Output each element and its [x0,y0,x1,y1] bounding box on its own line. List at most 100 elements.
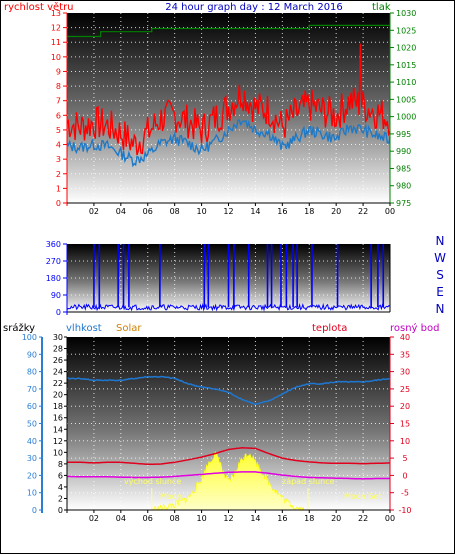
wind-speed-tick-label: 7 [56,97,61,106]
solar-label: Solar [116,323,142,334]
compass-label: N [436,234,445,248]
temperature-tick-label: 15 [400,420,410,429]
direction-tick-label: 270 [46,257,61,266]
wind-speed-tick-label: 8 [56,82,61,91]
humidity-tick-label: 18 [53,402,63,411]
rain-tick-label: 70 [27,385,37,394]
humidity-tick-label: 20 [53,391,63,400]
hour-tick-label: 22 [358,514,368,523]
rain-tick-label: 30 [27,454,37,463]
hour-tick-label: 18 [304,207,314,216]
hour-tick-label: 14 [250,207,260,216]
rain-tick-label: 0 [32,506,37,515]
temperature-tick-label: 5 [402,454,407,463]
hour-tick-label: 20 [331,207,341,216]
direction-tick-label: 90 [51,291,61,300]
temperature-series-line [67,446,391,466]
temperature-tick-label: 20 [400,402,410,411]
moon-annotation: Moon [160,492,182,501]
humidity-tick-label: 6 [58,471,63,480]
pressure-tick-label: 1030 [396,9,416,18]
direction-tick-label: 0 [56,308,61,317]
wind-speed-tick-label: 5 [56,126,61,135]
humidity-tick-label: 4 [58,483,63,492]
wind-speed-tick-label: 6 [56,111,61,120]
humidity-tick-label: 26 [53,356,63,365]
hour-tick-label: 22 [358,207,368,216]
sunrise-annotation: východ slunce [124,477,181,486]
wind-speed-tick-label: 2 [56,170,61,179]
humidity-tick-label: 0 [58,506,63,515]
humidity-label: vlhkost [66,323,102,334]
hour-tick-label: 00 [385,207,395,216]
compass-label: N [436,302,445,316]
hour-tick-label: 12 [223,514,233,523]
temperature-series [66,375,391,512]
pressure-tick-label: 1000 [396,113,416,122]
pressure-tick-label: 1020 [396,44,416,53]
hour-tick-label: 20 [331,514,341,523]
direction-tick-label: 360 [46,240,61,249]
gust-series-line [66,43,391,156]
hour-tick-label: 06 [143,514,153,523]
dew-point-series-line [66,471,390,480]
pressure-tick-label: 1010 [396,78,416,87]
temperature-tick-label: 25 [400,385,410,394]
wind-speed-tick-label: 11 [51,38,61,47]
pressure-tick-label: 975 [396,199,411,208]
moonset-annotation: Moon Set [344,492,381,501]
wind-pressure-series [66,24,391,168]
wind-speed-series-line [66,119,391,168]
wind-speed-tick-label: 1 [56,184,61,193]
rain-label: srážky [3,322,35,334]
hour-tick-label: 04 [116,207,126,216]
temperature-tick-label: 35 [400,350,410,359]
rain-tick-label: 40 [27,437,37,446]
wind-speed-tick-label: 0 [56,199,61,208]
pressure-tick-label: 1015 [396,61,416,70]
solar-area [152,450,305,512]
compass-label: E [436,285,444,299]
hour-tick-label: 10 [196,207,206,216]
temperature-tick-label: -5 [401,489,409,498]
sunset-annotation: západ slunce [282,477,335,486]
humidity-tick-label: 2 [58,494,63,503]
temperature-label: teplota [312,323,347,334]
hour-tick-label: 16 [277,514,287,523]
humidity-tick-label: 8 [58,460,63,469]
humidity-tick-label: 12 [53,437,63,446]
humidity-series-line [66,375,391,405]
pressure-tick-label: 980 [396,182,411,191]
humidity-tick-label: 10 [53,448,63,457]
hour-tick-label: 08 [170,514,180,523]
wind-speed-tick-label: 12 [51,24,61,33]
wind-direction-series [66,244,391,312]
wind-speed-tick-label: 13 [51,9,61,18]
humidity-tick-label: 24 [53,368,63,377]
humidity-tick-label: 30 [53,333,63,342]
hour-tick-label: 18 [304,514,314,523]
hour-tick-label: 02 [89,514,99,523]
temperature-tick-label: 30 [400,368,410,377]
humidity-tick-label: 14 [53,425,63,434]
compass-label: W [434,251,446,265]
pressure-series-line [67,24,390,38]
rain-tick-label: 50 [27,420,37,429]
wind-pressure-axes: 0123456789101112139759809859909951000100… [51,9,417,216]
humidity-tick-label: 22 [53,379,63,388]
pressure-label: tlak [372,2,391,13]
hour-tick-label: 08 [170,207,180,216]
chart-title: 24 hour graph day : 12 March 2016 [165,2,343,13]
rain-tick-label: 80 [27,368,37,377]
hour-tick-label: 16 [277,207,287,216]
wind-speed-tick-label: 4 [56,141,61,150]
humidity-tick-label: 16 [53,414,63,423]
rain-tick-label: 20 [27,471,37,480]
dew-point-label: rosný bod [390,322,439,334]
temperature-tick-label: -10 [398,506,411,515]
temperature-axes: 0102030405060708090100024681012141618202… [22,333,412,523]
rain-tick-label: 90 [27,350,37,359]
